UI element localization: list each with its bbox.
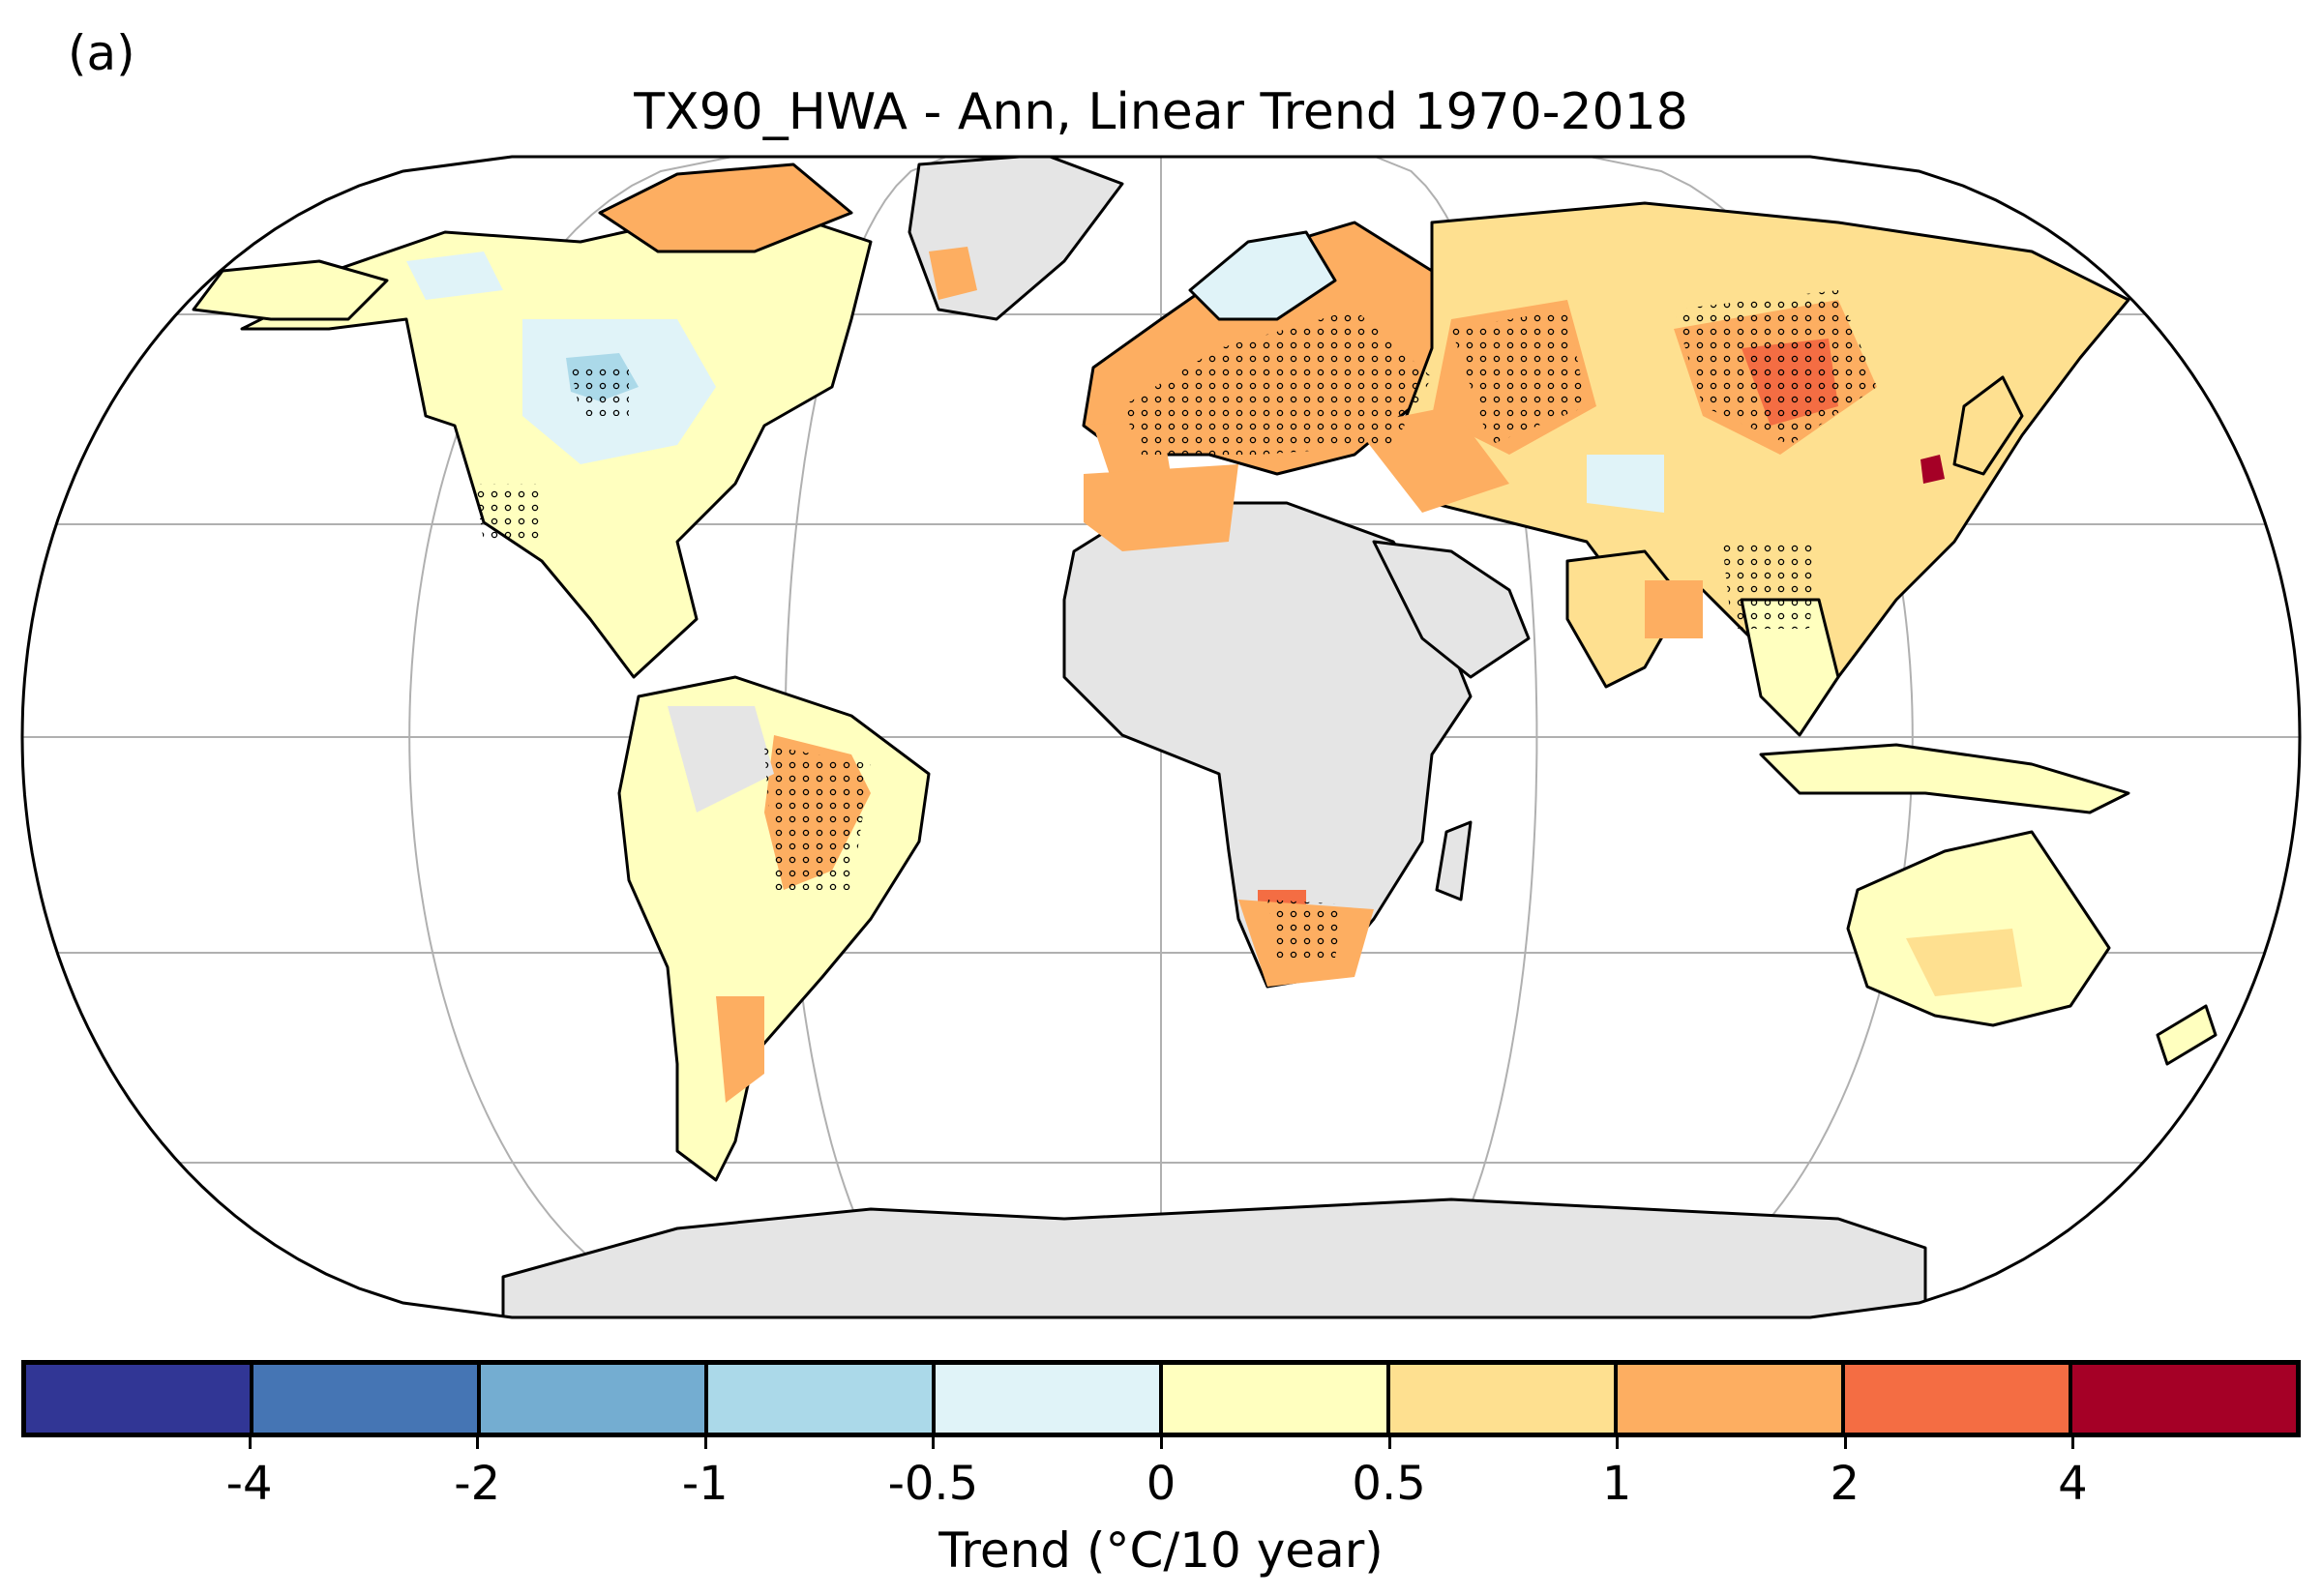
alaska <box>192 259 389 321</box>
madagascar <box>1435 820 1473 901</box>
map-title: TX90_HWA - Ann, Linear Trend 1970-2018 <box>634 83 1688 141</box>
colorbar-segment-1 <box>253 1365 481 1433</box>
colorbar-tick-label: 4 <box>2058 1457 2088 1511</box>
significance-stippling <box>474 290 1877 958</box>
antarctica <box>501 1197 1927 1317</box>
stipple-central-asia <box>1451 310 1587 445</box>
colorbar-tick-label: 2 <box>1830 1457 1861 1511</box>
trend-korea <box>1920 455 1945 484</box>
colorbar <box>21 1360 2301 1437</box>
colorbar-segment-3 <box>708 1365 936 1433</box>
colorbar-tick-label: -4 <box>225 1457 273 1511</box>
map-outline <box>20 155 2302 1319</box>
trend-india-east <box>1645 580 1703 638</box>
stipple-brazil <box>764 745 871 890</box>
colorbar-tick-label: 1 <box>1601 1457 1632 1511</box>
colorbar-tickmark <box>248 1437 252 1449</box>
australia <box>1846 830 2111 1027</box>
colorbar-segment-4 <box>936 1365 1163 1433</box>
colorbar-segment-6 <box>1390 1365 1618 1433</box>
colorbar-tick-label: -1 <box>681 1457 729 1511</box>
trend-amazon-nodata <box>668 706 774 813</box>
trend-north-africa <box>1084 464 1238 551</box>
colorbar-tickmark <box>1616 1437 1620 1449</box>
trend-patagonia <box>716 996 764 1103</box>
colorbar-tickmark <box>932 1437 936 1449</box>
colorbar-tick-label: 0 <box>1146 1457 1176 1511</box>
colorbar-tick-label: -0.5 <box>887 1457 979 1511</box>
colorbar-tickmark <box>1387 1437 1391 1449</box>
colorbar-tick-label: -2 <box>454 1457 501 1511</box>
colorbar-segment-5 <box>1163 1365 1390 1433</box>
stipple-us-central <box>571 368 629 416</box>
colorbar-segment-7 <box>1618 1365 1845 1433</box>
scandinavia <box>1188 230 1337 321</box>
colorbar-segment-2 <box>481 1365 708 1433</box>
stipple-europe <box>1122 310 1432 455</box>
japan <box>1952 375 2024 476</box>
indonesia <box>1759 743 2130 814</box>
trend-alaska-negative <box>406 251 503 300</box>
trend-greenland-south <box>929 247 977 300</box>
stipple-mexico <box>474 484 542 542</box>
trend-tibet-negative <box>1587 455 1664 513</box>
panel-label: (a) <box>68 25 135 81</box>
arabia <box>1372 540 1531 679</box>
canada-arctic-islands <box>598 163 853 253</box>
new-zealand <box>2156 1004 2218 1066</box>
colorbar-segment-8 <box>1845 1365 2072 1433</box>
colorbar-tickmark <box>703 1437 707 1449</box>
colorbar-segment-0 <box>26 1365 253 1433</box>
colorbar-tickmark <box>2071 1437 2075 1449</box>
stipple-china-south <box>1722 542 1819 629</box>
colorbar-tickmark <box>1160 1437 1163 1449</box>
world-map <box>20 155 2302 1319</box>
trend-australia-orange <box>1906 929 2022 996</box>
colorbar-segment-9 <box>2072 1365 2296 1433</box>
stipple-south-africa <box>1267 900 1345 958</box>
stipple-mongolia <box>1674 290 1877 445</box>
colorbar-tick-label: 0.5 <box>1352 1457 1426 1511</box>
colorbar-tickmark <box>476 1437 480 1449</box>
colorbar-label: Trend (°C/10 year) <box>938 1522 1384 1579</box>
colorbar-tickmark <box>1843 1437 1847 1449</box>
